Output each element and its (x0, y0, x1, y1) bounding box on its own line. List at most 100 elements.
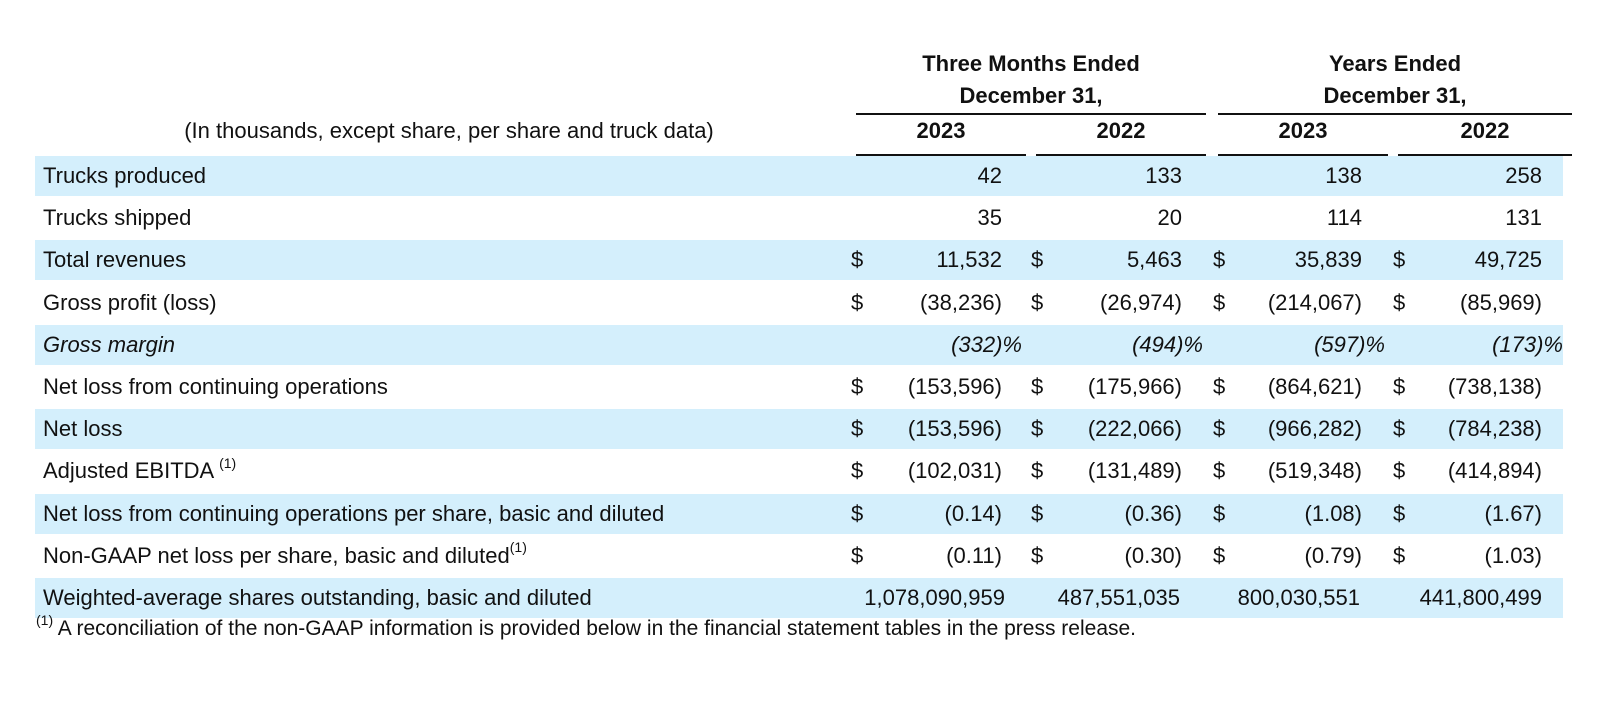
currency-symbol: $ (1213, 289, 1226, 315)
currency-symbol: $ (1213, 374, 1226, 399)
currency-symbol: $ (1393, 542, 1406, 568)
table-row: Adjusted EBITDA (1) $ (102,031) $ (131,489) $… (35, 451, 1563, 491)
year-rule-y-2023 (1218, 154, 1388, 156)
three-months-header-line1: Three Months Ended (922, 51, 1140, 76)
currency-symbol: $ (1393, 500, 1406, 526)
three-months-header: Three Months Ended December 31, (856, 48, 1206, 112)
row-label-text: Gross margin (43, 331, 176, 357)
table-row: Trucks produced 42 133 138 258 (35, 156, 1563, 196)
value-cell: (214,067) (1267, 289, 1362, 315)
currency-symbol: $ (1031, 542, 1044, 568)
value-cell: 138 (1325, 163, 1362, 188)
currency-symbol: $ (851, 247, 864, 273)
row-label: Gross profit (loss) (43, 283, 217, 323)
value-cell: (864,621) (1267, 374, 1362, 399)
years-ended-header-line2: December 31, (1323, 83, 1467, 108)
value-cell: 11,532 (936, 247, 1002, 273)
table-row: Weighted-average shares outstanding, bas… (35, 578, 1563, 618)
footnote-marker: (1) (36, 612, 54, 628)
value-cell: (153,596) (907, 416, 1002, 442)
currency-symbol: $ (1031, 374, 1044, 399)
currency-symbol: $ (851, 542, 864, 568)
value-cell: (131,489) (1087, 458, 1182, 484)
value-cell: 1,078,090,959 (864, 585, 1005, 610)
currency-symbol: $ (1393, 458, 1406, 484)
row-label: Trucks produced (43, 156, 206, 196)
row-label: Net loss from continuing operations per … (43, 494, 664, 534)
unit-note: (In thousands, except share, per share a… (184, 118, 714, 143)
value-cell: (0.11) (946, 542, 1002, 568)
value-cell: (332)% (951, 331, 1022, 357)
value-cell: (1.08) (1304, 500, 1362, 526)
currency-symbol: $ (1213, 500, 1226, 526)
years-ended-header-rule (1218, 113, 1572, 115)
currency-symbol: $ (851, 500, 864, 526)
year-header-q-2023: 2023 (916, 118, 966, 143)
value-cell: 35,839 (1294, 247, 1362, 273)
currency-symbol: $ (1393, 289, 1406, 315)
value-cell: (175,966) (1087, 374, 1182, 399)
row-label-text: Adjusted EBITDA (43, 458, 220, 484)
currency-symbol: $ (1213, 247, 1226, 273)
three-months-header-rule (856, 113, 1206, 115)
value-cell: (519,348) (1267, 458, 1362, 484)
value-cell: 42 (977, 163, 1002, 188)
year-rule-q-2023 (856, 154, 1026, 156)
table-row: Total revenues $11,532 $5,463 $35,839 $49,72… (35, 240, 1563, 281)
row-label: Net loss (43, 409, 122, 449)
row-label: Gross margin (43, 325, 175, 365)
value-cell: (173)% (1492, 331, 1563, 357)
value-cell: (0.79) (1304, 542, 1362, 568)
table-row: Gross profit (loss) $ (38,236) $ (26,974) $ (2… (35, 283, 1563, 323)
currency-symbol: $ (1031, 289, 1044, 315)
row-label: Total revenues (43, 240, 186, 280)
year-rule-y-2022 (1398, 154, 1572, 156)
value-cell: 487,551,035 (1057, 585, 1180, 610)
row-label-text: Trucks shipped (43, 205, 192, 231)
value-cell: (597)% (1314, 331, 1385, 357)
value-cell: (966,282) (1267, 416, 1362, 442)
three-months-header-line2: December 31, (959, 83, 1103, 108)
currency-symbol: $ (851, 416, 864, 442)
year-header-y-2023: 2023 (1278, 118, 1328, 143)
currency-symbol: $ (1031, 416, 1044, 442)
row-label: Non-GAAP net loss per share, basic and d… (43, 536, 527, 576)
currency-symbol: $ (851, 374, 864, 399)
table-row: Net loss from continuing operations per … (35, 493, 1563, 534)
row-label-text: Gross profit (loss) (43, 289, 217, 315)
value-cell: (38,236) (920, 289, 1002, 315)
table-row: Net loss $ (153,596) $ (222,066) $ (966,282) $ (… (35, 409, 1563, 450)
value-cell: (0.36) (1124, 500, 1182, 526)
row-label: Net loss from continuing operations (43, 367, 388, 407)
years-ended-header: Years Ended December 31, (1218, 48, 1572, 112)
value-cell: 114 (1326, 205, 1362, 231)
currency-symbol: $ (1213, 416, 1226, 442)
currency-symbol: $ (1031, 247, 1044, 273)
row-label-text: Net loss (43, 416, 123, 442)
value-cell: (494)% (1132, 331, 1203, 357)
value-cell: 20 (1157, 205, 1182, 231)
value-cell: (1.67) (1484, 500, 1542, 526)
table-row: Non-GAAP net loss per share, basic and d… (35, 536, 1563, 576)
row-label: Adjusted EBITDA (1) (43, 451, 236, 491)
row-label: Weighted-average shares outstanding, bas… (43, 578, 592, 618)
row-label-text: Net loss from continuing operations per … (43, 500, 665, 526)
row-label: Trucks shipped (43, 198, 191, 238)
currency-symbol: $ (1393, 416, 1406, 442)
currency-symbol: $ (1213, 458, 1226, 484)
row-label-footnote-marker: (1) (509, 539, 527, 556)
year-rule-q-2022 (1036, 154, 1206, 156)
year-header-y-2022: 2022 (1460, 118, 1510, 143)
currency-symbol: $ (1213, 542, 1226, 568)
value-cell: 131 (1505, 205, 1542, 231)
row-label-text: Trucks produced (43, 163, 207, 188)
value-cell: 49,725 (1474, 247, 1542, 273)
currency-symbol: $ (851, 458, 864, 484)
value-cell: (85,969) (1460, 289, 1542, 315)
currency-symbol: $ (1393, 247, 1406, 273)
value-cell: (738,138) (1447, 374, 1542, 399)
row-label-text: Weighted-average shares outstanding, bas… (43, 585, 592, 610)
value-cell: (222,066) (1087, 416, 1182, 442)
value-cell: 5,463 (1126, 247, 1182, 273)
footnote-text: A reconciliation of the non-GAAP informa… (53, 617, 1137, 640)
